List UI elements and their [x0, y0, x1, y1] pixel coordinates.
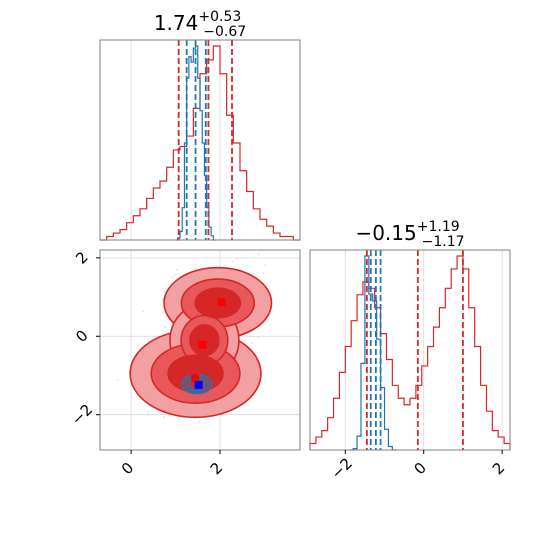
y-tick-label: 2 — [72, 248, 91, 267]
sample-point — [257, 252, 260, 255]
axes-frame — [309, 249, 511, 451]
sample-point — [251, 342, 253, 345]
title-upper-error: +0.53 — [198, 9, 241, 25]
x-tick-label: 0 — [410, 459, 429, 478]
sample-point — [194, 267, 197, 270]
x-tick-label: 2 — [489, 459, 508, 478]
marginal-histogram-top-left: 1.74+0.53 −0.67 — [99, 9, 301, 241]
y-tick-label: −2 — [68, 401, 96, 429]
sample-point — [161, 298, 164, 301]
axes-frame — [99, 39, 301, 241]
sample-point — [231, 260, 234, 263]
axes-frame — [99, 249, 301, 451]
joint-contour-panel: 0 2 −2 0 2 — [68, 248, 301, 478]
marker-blue — [194, 380, 203, 389]
marker-red — [191, 374, 200, 383]
contour-level-inner — [189, 324, 220, 357]
sample-point — [163, 290, 166, 293]
title-value: 1.74 — [154, 11, 199, 35]
title-value: −0.15 — [355, 221, 416, 245]
sample-point — [147, 413, 149, 416]
x-tick-label: −2 — [328, 454, 356, 482]
sample-point — [175, 268, 178, 271]
sample-point — [164, 326, 166, 328]
sample-point — [147, 410, 150, 413]
title-lower-error: −1.17 — [422, 234, 465, 250]
histogram-series-blue — [175, 45, 216, 241]
histogram-series-red — [100, 45, 300, 241]
marker-red — [198, 340, 207, 349]
sample-point — [173, 273, 176, 276]
sample-point — [199, 420, 201, 423]
histogram-series-blue — [349, 255, 397, 451]
sample-point — [162, 311, 165, 313]
sample-point — [142, 310, 145, 312]
x-tick-label: 2 — [207, 459, 226, 478]
title-upper-error: +1.19 — [417, 219, 460, 235]
y-tick-label: 0 — [72, 327, 91, 346]
sample-point — [170, 276, 173, 279]
title-lower-error: −0.67 — [203, 24, 246, 40]
panel-title: −0.15+1.19 −1.17 — [355, 219, 464, 250]
sample-point — [248, 333, 251, 336]
sample-point — [262, 272, 265, 275]
sample-point — [117, 378, 120, 381]
sample-point — [257, 336, 260, 339]
sample-point — [264, 264, 267, 267]
marginal-histogram-bottom-right: −0.15+1.19 −1.17 −2 0 2 — [309, 219, 511, 483]
sample-point — [163, 416, 165, 419]
marker-red — [217, 298, 226, 307]
panel-title: 1.74+0.53 −0.67 — [154, 9, 246, 40]
histogram-series-red — [309, 255, 511, 450]
x-tick-label: 0 — [118, 459, 137, 478]
